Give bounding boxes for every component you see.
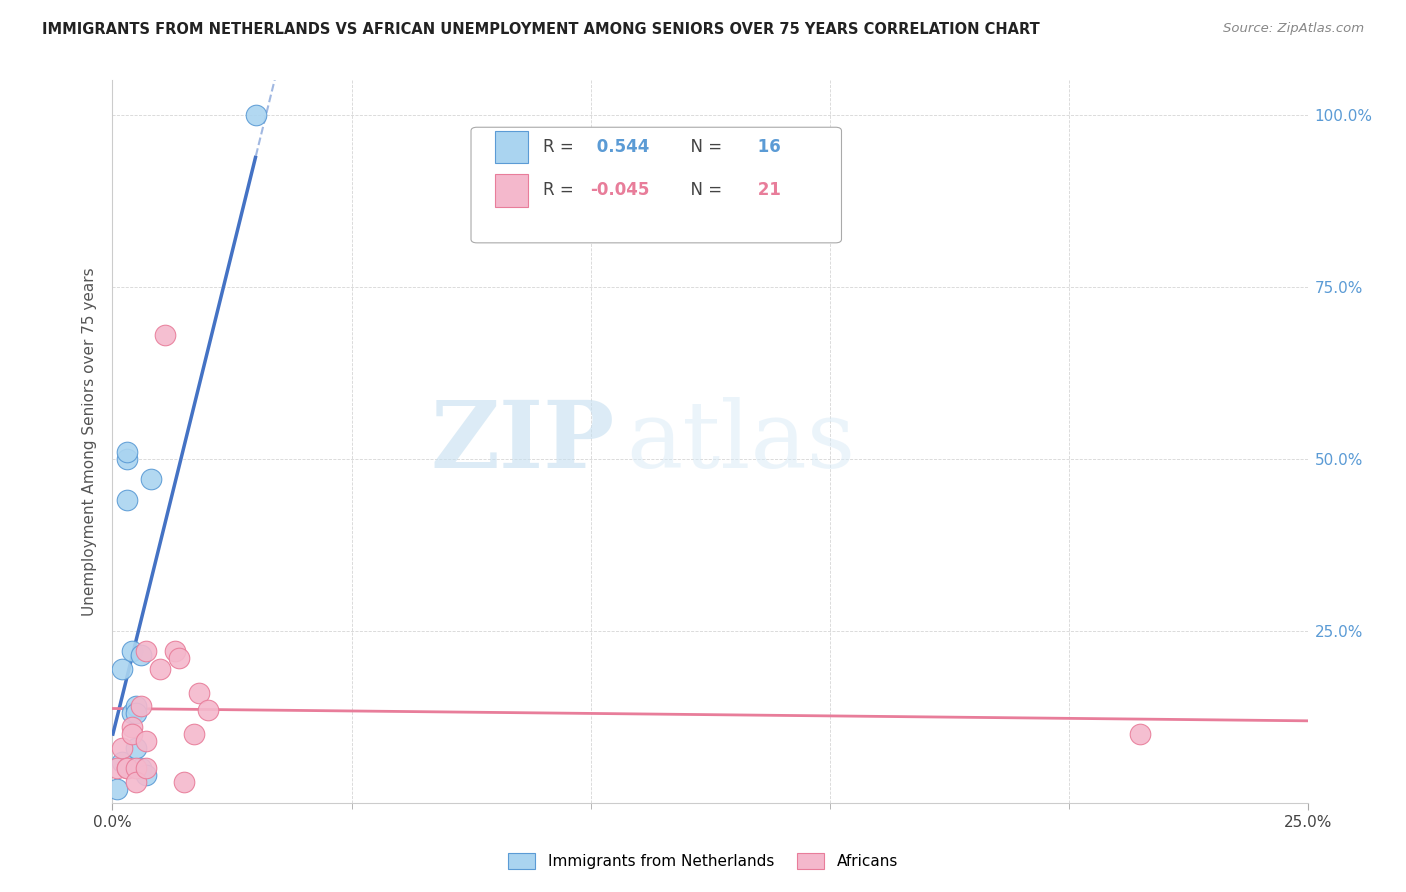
Point (115, 493, 138, 508)
Point (169, 651, 191, 665)
Text: N =: N = (681, 181, 723, 200)
Point (245, 108, 267, 122)
Point (129, 761, 152, 775)
Point (125, 740, 148, 755)
Point (125, 761, 148, 775)
Point (149, 662, 172, 676)
Text: N =: N = (681, 138, 723, 156)
Text: R =: R = (543, 138, 574, 156)
Point (125, 706, 148, 721)
Text: R =: R = (543, 181, 574, 200)
Point (115, 451, 138, 466)
Point (163, 644, 186, 658)
Y-axis label: Unemployment Among Seniors over 75 years: Unemployment Among Seniors over 75 years (82, 268, 97, 615)
Point (135, 644, 157, 658)
Point (183, 727, 205, 741)
Point (135, 761, 157, 775)
Point (1129, 727, 1152, 741)
Point (135, 768, 157, 782)
Point (121, 706, 143, 721)
Text: 21: 21 (752, 181, 780, 200)
Point (111, 755, 134, 769)
Text: IMMIGRANTS FROM NETHERLANDS VS AFRICAN UNEMPLOYMENT AMONG SENIORS OVER 75 YEARS : IMMIGRANTS FROM NETHERLANDS VS AFRICAN U… (42, 22, 1040, 37)
Point (111, 662, 134, 676)
Text: 0.544: 0.544 (591, 138, 650, 156)
Point (153, 327, 176, 342)
Point (197, 703, 219, 717)
Point (121, 720, 143, 734)
FancyBboxPatch shape (471, 128, 842, 243)
Text: Source: ZipAtlas.com: Source: ZipAtlas.com (1223, 22, 1364, 36)
Point (125, 699, 148, 714)
Point (105, 761, 128, 775)
Text: -0.045: -0.045 (591, 181, 650, 200)
Point (187, 686, 209, 700)
Point (135, 734, 157, 748)
Point (121, 727, 143, 741)
Point (115, 761, 138, 775)
Text: 16: 16 (752, 138, 780, 156)
Point (129, 699, 152, 714)
Point (125, 775, 148, 789)
FancyBboxPatch shape (495, 174, 529, 207)
Text: atlas: atlas (627, 397, 856, 486)
FancyBboxPatch shape (495, 131, 529, 163)
Point (121, 644, 143, 658)
Point (115, 761, 138, 775)
Legend: Immigrants from Netherlands, Africans: Immigrants from Netherlands, Africans (502, 847, 904, 875)
Point (139, 472, 162, 486)
Point (105, 782, 128, 797)
Point (173, 775, 195, 789)
Point (111, 740, 134, 755)
Point (129, 648, 152, 662)
Text: ZIP: ZIP (430, 397, 614, 486)
Point (115, 445, 138, 459)
